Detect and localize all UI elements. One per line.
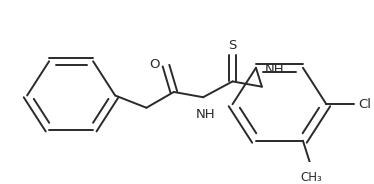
Text: CH₃: CH₃ bbox=[300, 171, 322, 184]
Text: NH: NH bbox=[195, 108, 215, 121]
Text: S: S bbox=[228, 39, 237, 52]
Text: NH: NH bbox=[265, 63, 284, 76]
Text: O: O bbox=[150, 58, 160, 71]
Text: Cl: Cl bbox=[359, 98, 372, 111]
